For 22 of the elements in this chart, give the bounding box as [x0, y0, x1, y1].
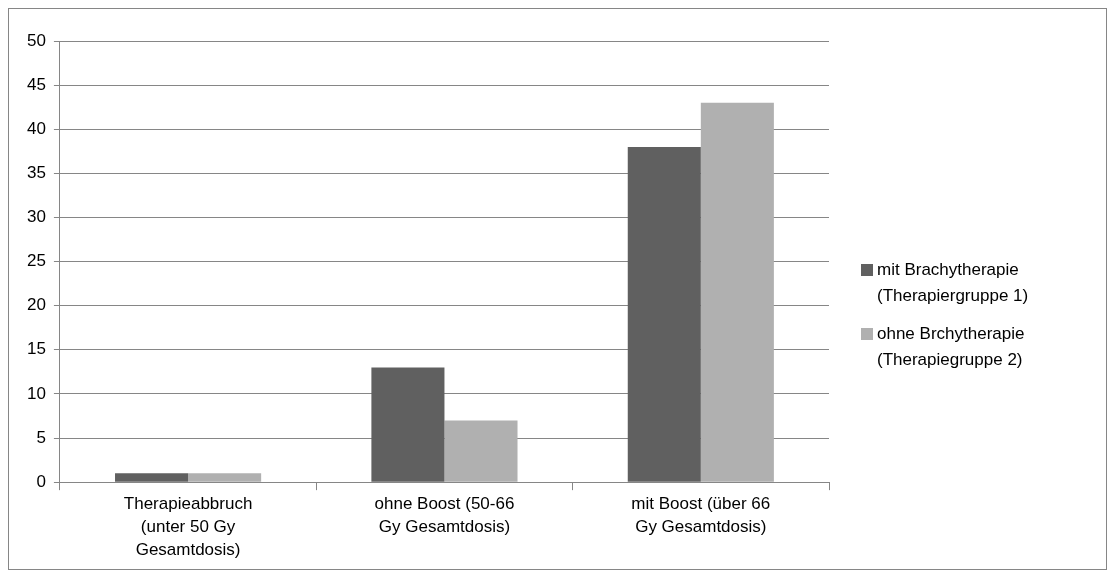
x-tick-label: mit Boost (über 66 Gy Gesamtdosis)	[631, 494, 771, 537]
y-tick-label: 25	[26, 251, 46, 271]
x-tick-label: Therapieabbruch (unter 50 Gy Gesamtdosis)	[123, 494, 253, 560]
y-tick-label: 30	[26, 207, 46, 227]
bar	[627, 146, 701, 482]
y-tick-label: 35	[26, 163, 46, 183]
bar	[700, 102, 774, 482]
bar	[444, 420, 518, 482]
legend-label: ohne Brchytherapie (Therapiegruppe 2)	[877, 323, 1026, 371]
y-tick-label: 45	[26, 74, 46, 94]
y-tick-label: 15	[26, 339, 46, 359]
y-tick-label: 10	[26, 383, 46, 403]
bar	[115, 473, 189, 482]
x-tick-label: ohne Boost (50-66 Gy Gesamtdosis)	[374, 494, 515, 537]
y-tick-label: 0	[36, 471, 46, 491]
y-tick-label: 40	[26, 118, 46, 138]
bar	[188, 473, 262, 482]
bar	[371, 367, 445, 482]
legend-label: mit Brachytherapie (Therapiergruppe 1)	[877, 259, 1030, 307]
y-tick-label: 50	[26, 30, 46, 50]
y-tick-label: 5	[36, 427, 46, 447]
y-tick-label: 20	[26, 295, 46, 315]
